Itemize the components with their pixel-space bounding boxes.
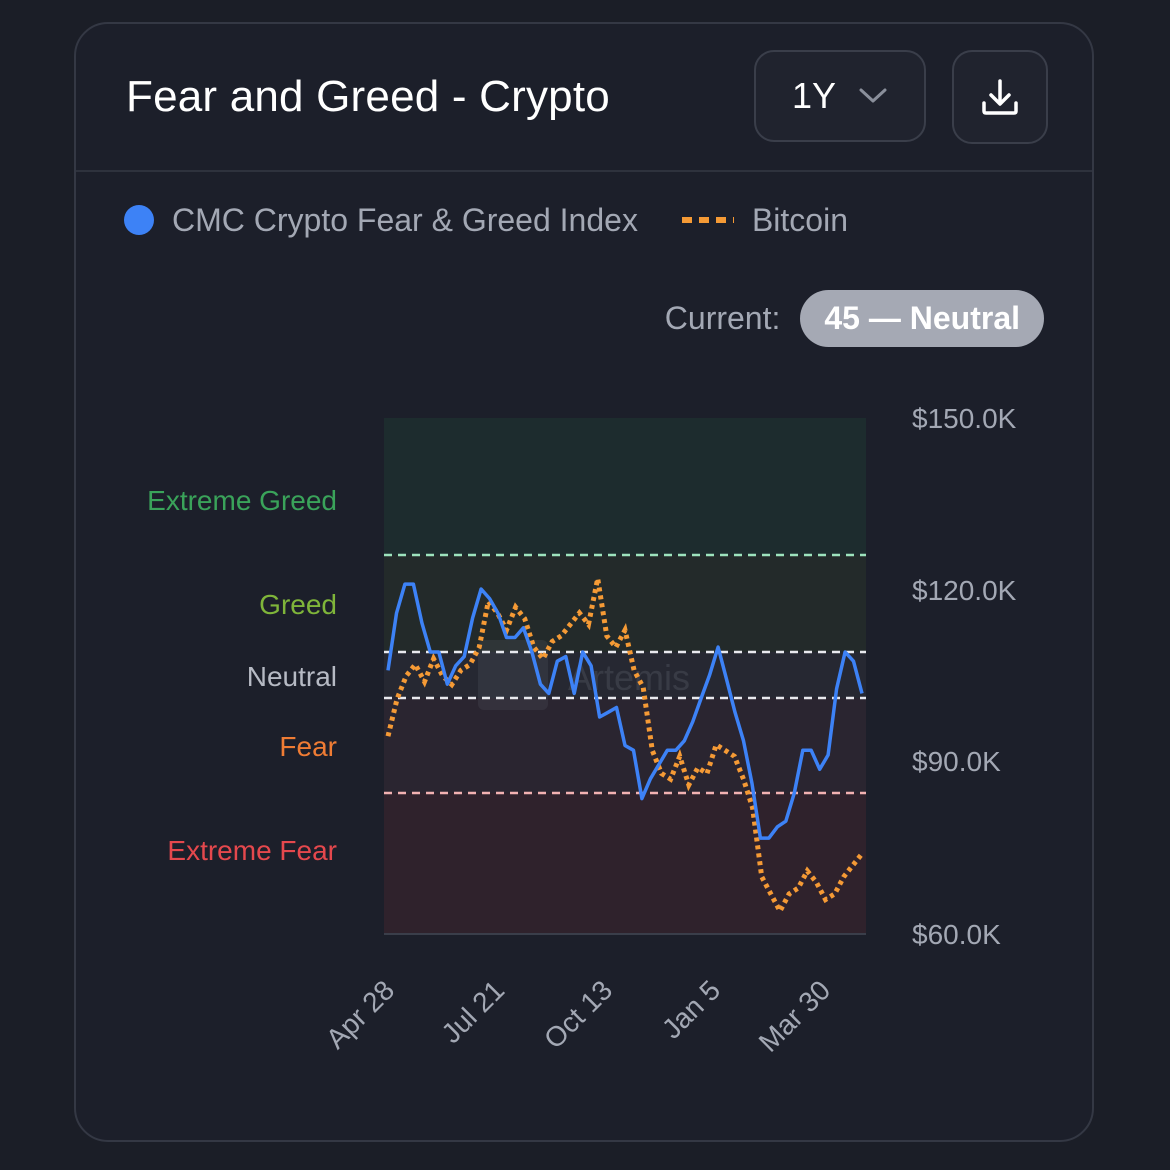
- x-axis-tick: Jan 5: [656, 974, 726, 1044]
- zone-bg-extreme-greed: [384, 418, 866, 555]
- header-divider: [76, 170, 1092, 172]
- chart-legend: CMC Crypto Fear & Greed Index Bitcoin: [124, 200, 848, 240]
- zone-label-greed: Greed: [259, 589, 337, 620]
- x-axis-tick: Oct 13: [538, 974, 618, 1054]
- current-reading: Current: 45 — Neutral: [665, 290, 1044, 347]
- right-axis-tick: $60.0K: [912, 919, 1001, 950]
- zone-label-extreme-fear: Extreme Fear: [167, 835, 337, 866]
- legend-item-bitcoin[interactable]: Bitcoin: [638, 202, 848, 239]
- current-label: Current:: [664, 300, 781, 336]
- zone-label-extreme-greed: Extreme Greed: [147, 485, 337, 516]
- right-axis-tick: $120.0K: [912, 575, 1017, 606]
- download-icon: [982, 79, 1018, 115]
- right-axis-tick: $90.0K: [912, 746, 1001, 777]
- watermark-text: Artemis: [568, 657, 690, 698]
- bitcoin-legend-dash: [681, 217, 734, 223]
- legend-item-fng[interactable]: CMC Crypto Fear & Greed Index: [124, 202, 638, 239]
- zone-label-neutral: Neutral: [247, 661, 337, 692]
- download-button[interactable]: [952, 50, 1048, 144]
- legend-label-bitcoin: Bitcoin: [751, 201, 848, 238]
- x-axis-tick: Mar 30: [753, 974, 837, 1058]
- series-line-bitcoin: [385, 578, 864, 917]
- x-axis-tick: Jul 21: [435, 974, 510, 1049]
- right-axis-tick: $150.0K: [912, 403, 1017, 434]
- card-title: Fear and Greed - Crypto: [126, 72, 610, 121]
- time-range-value: 1Y: [791, 75, 837, 116]
- fng-legend-dot: [124, 205, 154, 235]
- zone-bg-neutral: [384, 652, 866, 698]
- zone-bg-extreme-fear: [384, 793, 866, 934]
- series-line-fng: [386, 582, 864, 840]
- chevron-down-icon: [859, 88, 887, 103]
- current-value-badge: 45 — Neutral: [800, 290, 1044, 347]
- legend-label-fng: CMC Crypto Fear & Greed Index: [172, 201, 638, 238]
- time-range-dropdown[interactable]: 1Y: [754, 50, 926, 142]
- x-axis-tick: Apr 28: [320, 974, 400, 1054]
- fear-greed-card: Fear and Greed - Crypto 1Y CMC Crypto Fe…: [74, 22, 1094, 1142]
- zone-label-fear: Fear: [279, 731, 337, 762]
